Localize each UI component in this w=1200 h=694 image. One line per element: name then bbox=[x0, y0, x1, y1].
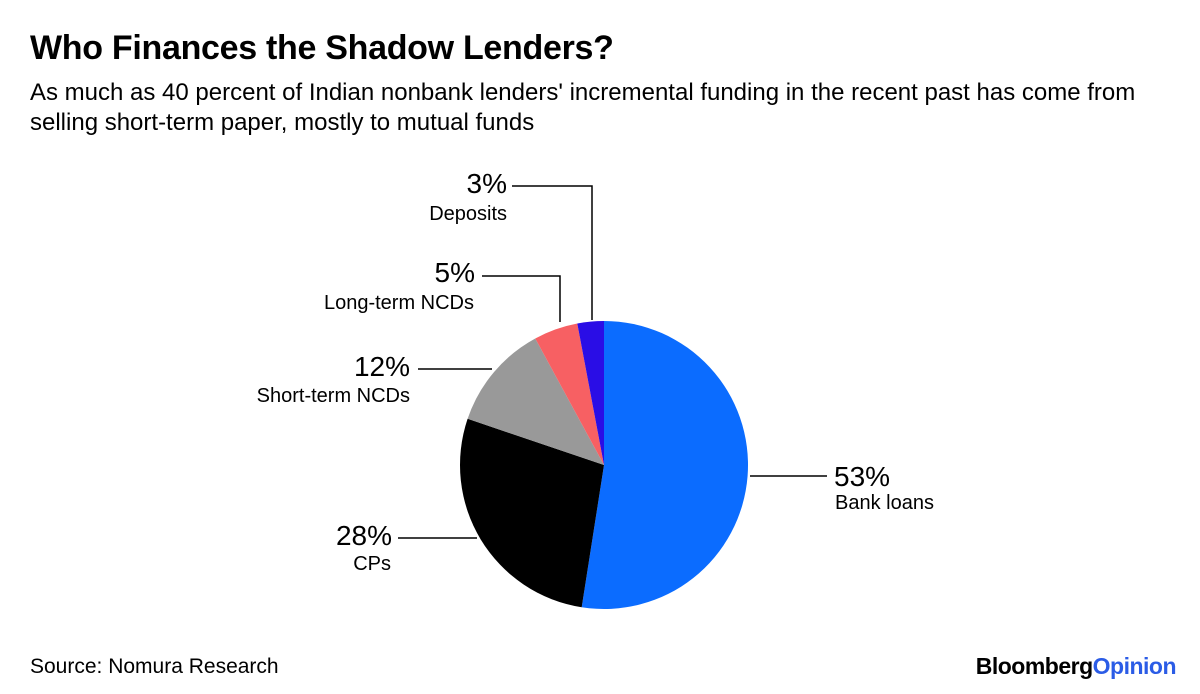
slice-label-cps: CPs bbox=[353, 553, 391, 575]
pie-slice-cps bbox=[459, 418, 604, 608]
slice-value-cps: 28% bbox=[336, 520, 392, 551]
slice-value-bank-loans: 53% bbox=[834, 461, 890, 492]
slice-label-deposits: Deposits bbox=[429, 203, 507, 225]
slice-label-bank-loans: Bank loans bbox=[835, 492, 934, 514]
slice-label-short-term-ncds: Short-term NCDs bbox=[257, 385, 410, 407]
pie-slices bbox=[459, 321, 749, 609]
slice-value-long-term-ncds: 5% bbox=[435, 257, 475, 288]
pie-slice-bank-loans bbox=[581, 321, 749, 609]
chart-title: Who Finances the Shadow Lenders? bbox=[30, 29, 614, 67]
brand-part-2: Opinion bbox=[1092, 653, 1177, 679]
brand-part-1: Bloomberg bbox=[975, 653, 1093, 679]
slice-value-deposits: 3% bbox=[467, 168, 507, 199]
leader-line-deposits bbox=[512, 185, 593, 320]
chart-subtitle: As much as 40 percent of Indian nonbank … bbox=[30, 79, 1136, 136]
pie-slice-short-term-ncds bbox=[467, 338, 604, 465]
leader-line-long-term-ncds bbox=[482, 275, 561, 322]
pie-slice-deposits bbox=[577, 321, 604, 465]
bloomberg-opinion-logo: BloombergOpinion bbox=[975, 652, 1177, 680]
source-note: Source: Nomura Research bbox=[30, 655, 279, 678]
slice-label-long-term-ncds: Long-term NCDs bbox=[324, 292, 474, 314]
pie-slice-long-term-ncds bbox=[535, 323, 604, 465]
slice-value-short-term-ncds: 12% bbox=[354, 351, 410, 382]
